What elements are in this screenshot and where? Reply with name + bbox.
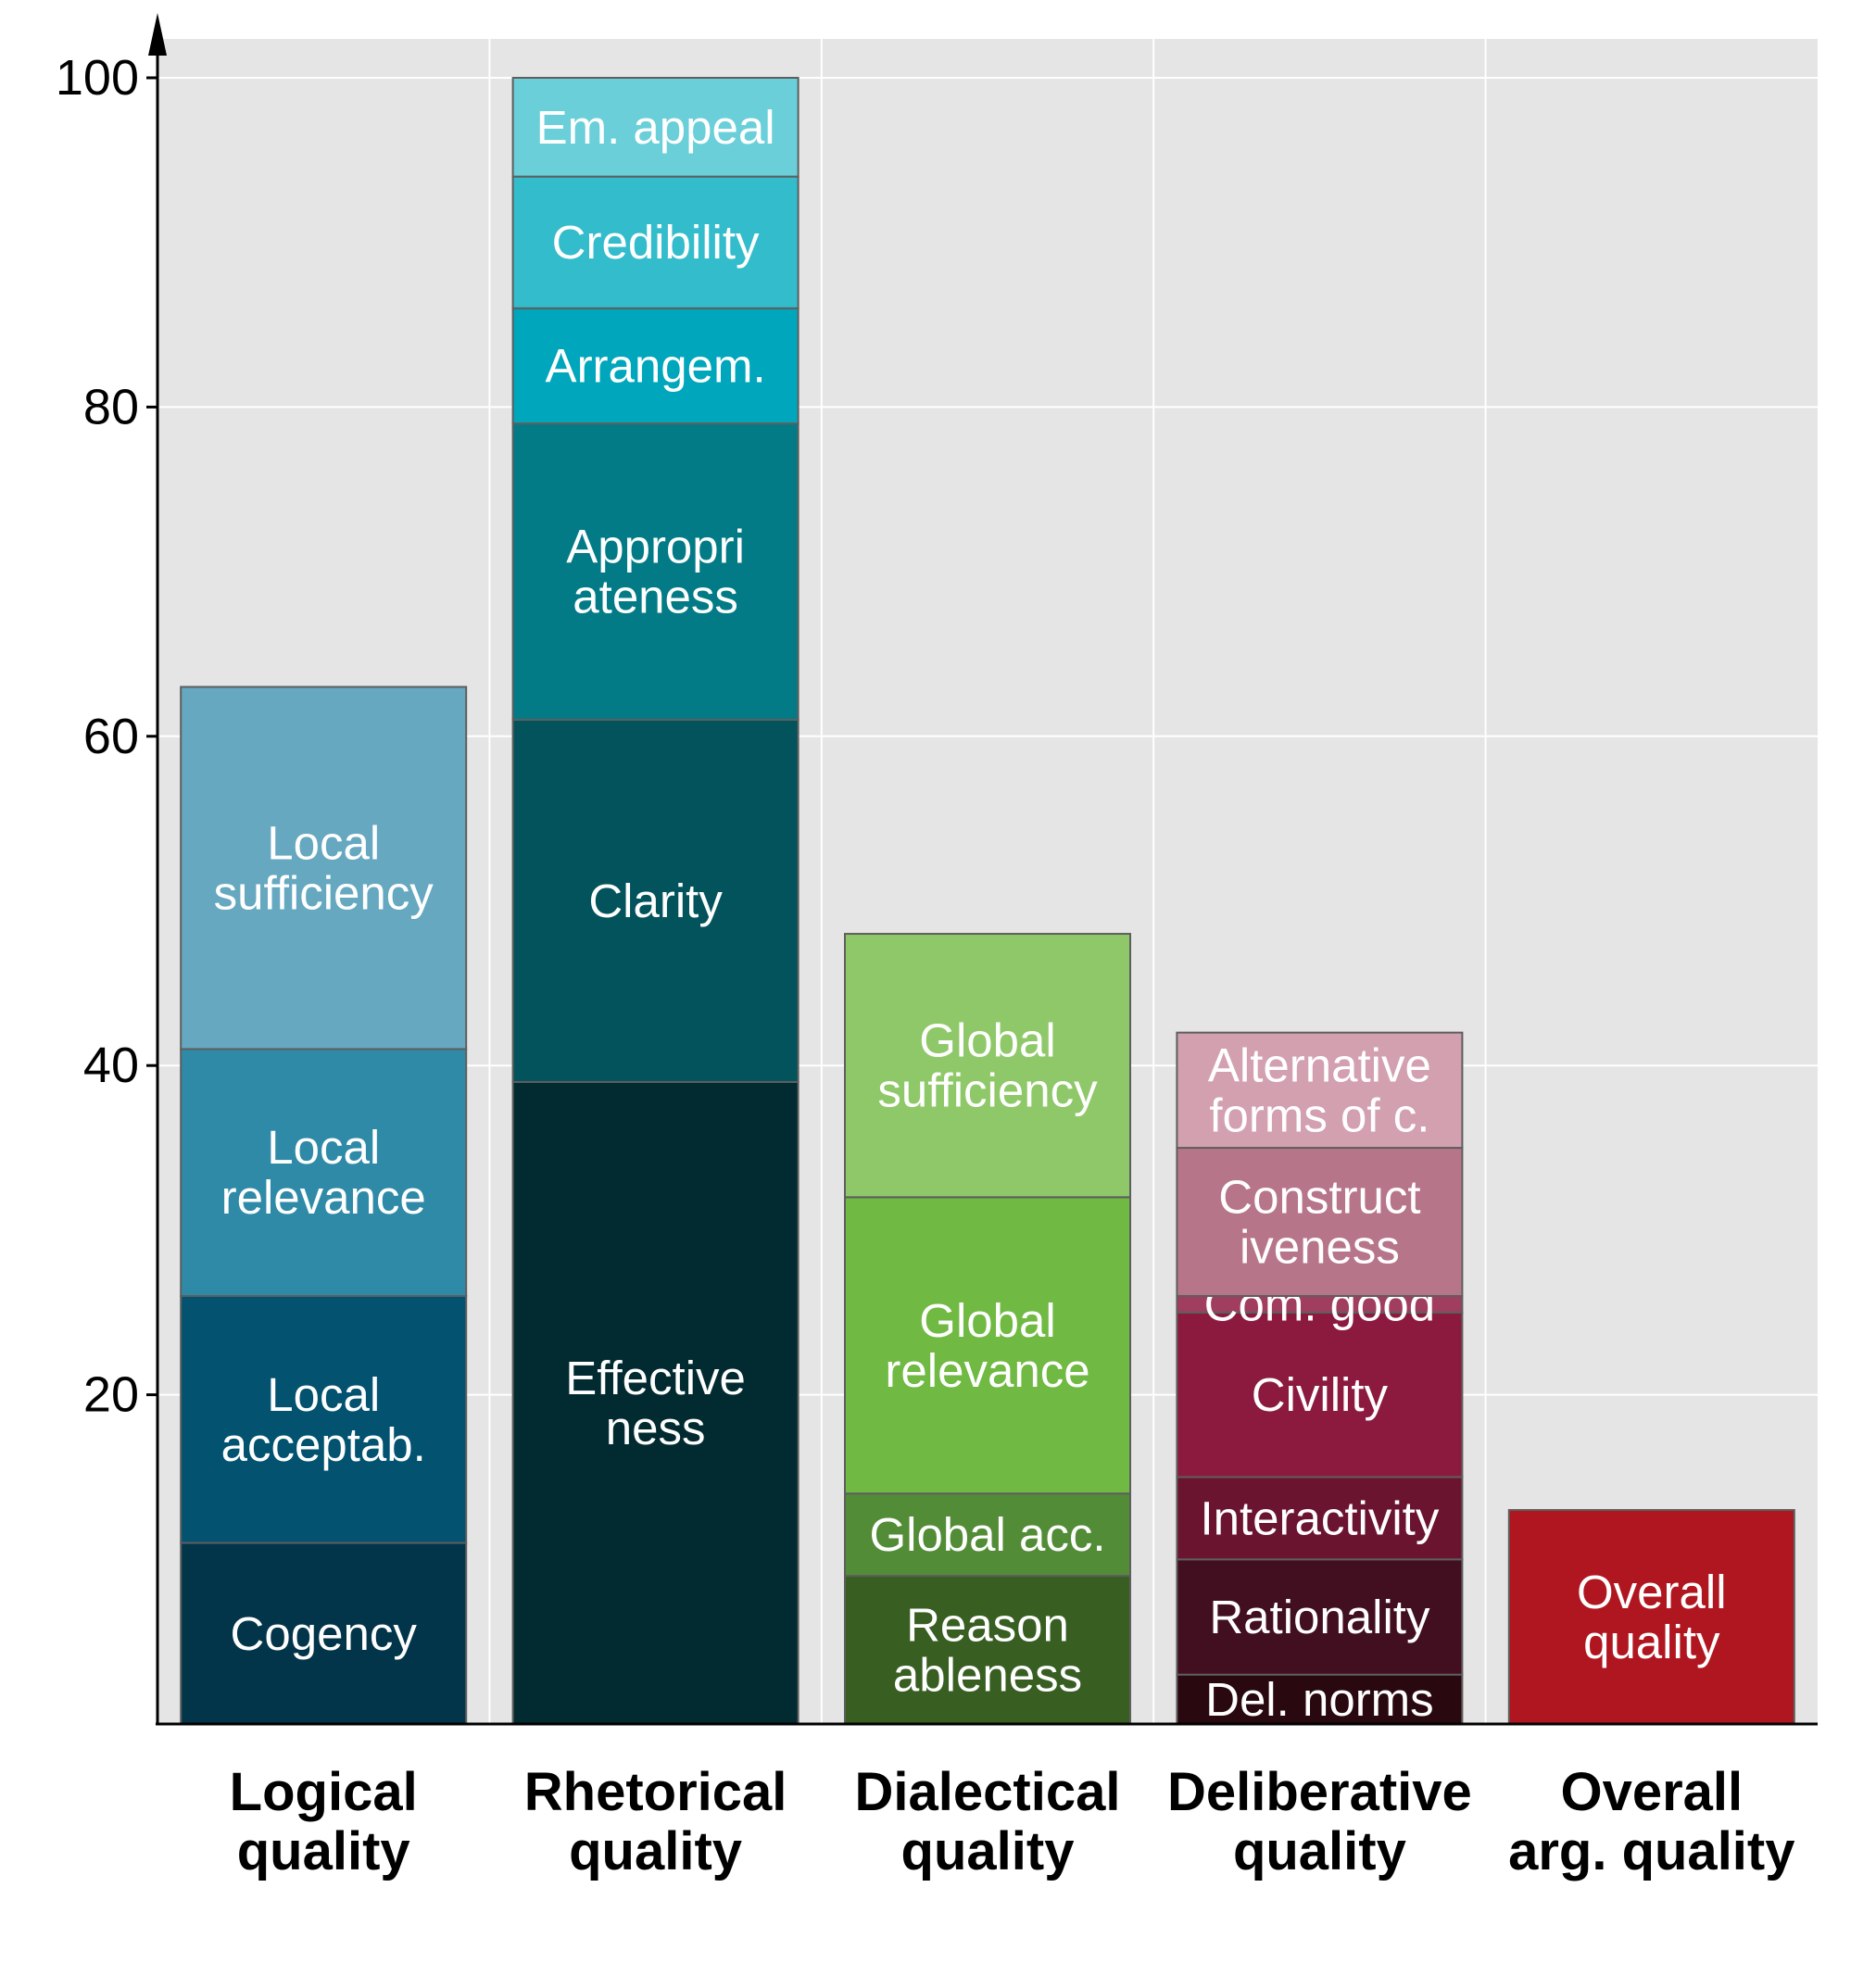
segment-label: Local sufficiency	[214, 816, 434, 919]
segment-label: Local relevance	[221, 1121, 426, 1224]
segment-label: Rationality	[1209, 1591, 1430, 1643]
y-tick-label: 100	[56, 50, 139, 106]
bar-segment	[180, 686, 468, 1051]
segment-label: Em. appeal	[536, 101, 775, 154]
bar-segment	[1176, 1476, 1464, 1561]
bars: Cogency Local acceptab. Local relevance Local…	[180, 77, 1795, 1726]
segment-label: Appropri ateness	[566, 521, 745, 623]
bar-stack: Cogency Local acceptab. Local relevance Local…	[180, 686, 468, 1726]
segment-label: Global sufficiency	[877, 1014, 1098, 1117]
axes	[148, 13, 1818, 1726]
segment-label: Interactivity	[1200, 1491, 1439, 1544]
bar-segment	[511, 307, 800, 425]
x-category-label: Overall arg. quality	[1508, 1762, 1794, 1881]
segment-label: Local acceptab.	[221, 1368, 426, 1471]
x-category-label: Deliberative quality	[1167, 1762, 1472, 1881]
x-category-label: Rhetorical quality	[524, 1762, 787, 1881]
bar-stack: Effective ness Clarity Appropri ateness Arran…	[511, 77, 800, 1725]
bar-segment	[180, 1048, 468, 1297]
bar-segment	[844, 1575, 1131, 1725]
y-tick-label: 40	[83, 1038, 139, 1093]
segment-label: Arrangem.	[546, 339, 766, 392]
bar-stack: Del. norms Rationality Interactivity Civili…	[1176, 1031, 1464, 1726]
bar-segment	[1507, 1508, 1795, 1725]
segment-label: Effective ness	[565, 1352, 746, 1454]
segment-label: Cogency	[231, 1607, 418, 1660]
y-tick-label: 60	[83, 709, 139, 764]
bar-stack: Overall quality	[1507, 1508, 1795, 1725]
segment-label: Clarity	[588, 875, 723, 927]
y-tick-label: 20	[83, 1367, 139, 1423]
segment-label: Alternative forms of c.	[1208, 1038, 1431, 1141]
y-ticks: 20 40 60 80 100	[56, 50, 157, 1423]
y-axis-arrow-icon	[148, 13, 167, 56]
y-tick-label: 80	[83, 379, 139, 434]
segment-label: Overall quality	[1577, 1566, 1727, 1668]
bar-segment	[844, 1196, 1131, 1495]
bar-segment	[511, 175, 800, 309]
bar-segment	[844, 933, 1131, 1199]
bar-segment	[511, 1080, 800, 1725]
segment-label: Del. norms	[1205, 1673, 1434, 1726]
segment-label: Reason ableness	[893, 1599, 1082, 1702]
segment-label: Global relevance	[885, 1294, 1089, 1397]
bar-stack: Reason ableness Global acc. Global relevance…	[844, 933, 1131, 1725]
bar-segment	[844, 1492, 1131, 1578]
bar-segment	[1176, 1558, 1464, 1676]
segment-label: Civility	[1252, 1368, 1389, 1421]
x-category-label: Dialectical quality	[855, 1762, 1121, 1881]
segment-label: Construct iveness	[1218, 1171, 1420, 1274]
bar-segment	[511, 422, 800, 722]
bar-segment	[511, 719, 800, 1083]
x-category-labels: Logical quality Rhetorical quality Dialectic…	[230, 1762, 1795, 1881]
bar-segment	[180, 1294, 468, 1544]
bar-segment	[180, 1541, 468, 1726]
bar-segment	[1176, 1311, 1464, 1479]
bar-segment	[1176, 1031, 1464, 1150]
x-category-label: Logical quality	[230, 1762, 418, 1881]
bar-segment	[511, 77, 800, 178]
segment-label: Credibility	[552, 216, 760, 269]
segment-label: Global acc.	[869, 1508, 1105, 1561]
